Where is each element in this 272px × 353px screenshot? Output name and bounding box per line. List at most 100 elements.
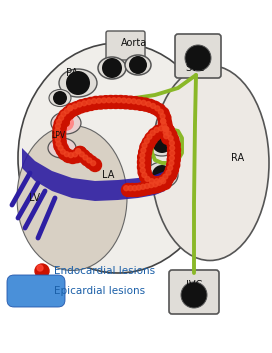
Circle shape xyxy=(162,125,175,138)
Ellipse shape xyxy=(59,69,97,97)
Circle shape xyxy=(165,163,178,176)
Circle shape xyxy=(159,176,172,190)
Circle shape xyxy=(157,180,162,185)
Circle shape xyxy=(148,128,161,141)
Circle shape xyxy=(156,124,169,137)
Circle shape xyxy=(106,98,111,103)
Circle shape xyxy=(164,127,169,132)
Circle shape xyxy=(169,156,174,161)
Circle shape xyxy=(152,125,165,138)
Circle shape xyxy=(55,128,60,133)
Circle shape xyxy=(73,146,86,160)
Circle shape xyxy=(53,130,66,143)
Circle shape xyxy=(136,100,141,104)
Circle shape xyxy=(80,98,92,112)
Circle shape xyxy=(144,138,149,143)
Circle shape xyxy=(126,98,131,103)
Circle shape xyxy=(58,145,63,150)
Circle shape xyxy=(122,184,134,197)
Circle shape xyxy=(138,151,151,164)
Circle shape xyxy=(152,165,172,185)
Circle shape xyxy=(66,103,79,116)
Circle shape xyxy=(146,102,151,107)
Circle shape xyxy=(147,180,160,193)
Circle shape xyxy=(160,124,173,137)
Circle shape xyxy=(166,170,171,175)
Text: IVC: IVC xyxy=(186,280,202,290)
Circle shape xyxy=(88,158,101,172)
Circle shape xyxy=(154,127,159,132)
Circle shape xyxy=(59,109,72,122)
Circle shape xyxy=(76,149,81,154)
Circle shape xyxy=(136,185,141,190)
Ellipse shape xyxy=(48,138,76,158)
Circle shape xyxy=(130,184,143,197)
Ellipse shape xyxy=(151,66,269,261)
Circle shape xyxy=(142,136,155,149)
Circle shape xyxy=(154,178,168,191)
Ellipse shape xyxy=(49,90,71,107)
Circle shape xyxy=(72,104,77,109)
Circle shape xyxy=(151,103,156,108)
Ellipse shape xyxy=(17,126,127,270)
Ellipse shape xyxy=(98,57,126,79)
Circle shape xyxy=(150,131,155,136)
Circle shape xyxy=(147,176,160,190)
Circle shape xyxy=(66,71,90,95)
Circle shape xyxy=(132,186,137,191)
Circle shape xyxy=(152,176,165,190)
Circle shape xyxy=(168,166,173,170)
Circle shape xyxy=(166,131,171,136)
Circle shape xyxy=(140,141,153,154)
Ellipse shape xyxy=(125,55,151,75)
Circle shape xyxy=(170,145,175,150)
Circle shape xyxy=(140,163,145,168)
Circle shape xyxy=(151,180,164,193)
Circle shape xyxy=(56,142,61,146)
Circle shape xyxy=(149,183,154,188)
Text: Endocardial lesions: Endocardial lesions xyxy=(54,266,155,276)
Circle shape xyxy=(97,98,101,103)
Circle shape xyxy=(66,103,79,116)
Circle shape xyxy=(62,106,75,119)
FancyBboxPatch shape xyxy=(169,270,219,314)
Circle shape xyxy=(87,158,92,163)
Circle shape xyxy=(168,148,181,161)
Circle shape xyxy=(159,116,172,130)
Circle shape xyxy=(141,148,146,153)
Circle shape xyxy=(58,147,71,160)
Circle shape xyxy=(167,158,180,172)
FancyBboxPatch shape xyxy=(106,31,145,60)
Circle shape xyxy=(58,115,74,131)
Circle shape xyxy=(70,150,83,163)
Circle shape xyxy=(168,136,173,140)
Circle shape xyxy=(84,97,97,110)
Circle shape xyxy=(161,128,174,141)
Circle shape xyxy=(68,106,73,110)
Circle shape xyxy=(53,126,66,139)
Circle shape xyxy=(164,127,169,132)
Circle shape xyxy=(140,153,145,158)
Circle shape xyxy=(56,113,69,126)
Circle shape xyxy=(140,170,153,183)
Circle shape xyxy=(66,150,79,163)
Circle shape xyxy=(129,56,147,74)
Circle shape xyxy=(55,141,69,155)
Circle shape xyxy=(129,97,142,109)
Circle shape xyxy=(112,98,116,103)
Circle shape xyxy=(159,120,172,133)
Circle shape xyxy=(64,152,69,157)
FancyBboxPatch shape xyxy=(175,34,221,78)
Circle shape xyxy=(159,126,164,131)
Text: LA: LA xyxy=(102,170,114,180)
Circle shape xyxy=(101,98,106,103)
Circle shape xyxy=(54,139,67,152)
Circle shape xyxy=(155,106,160,111)
Circle shape xyxy=(164,168,177,181)
Circle shape xyxy=(87,100,92,104)
Text: Aorta: Aorta xyxy=(121,38,147,48)
Circle shape xyxy=(62,149,75,162)
Circle shape xyxy=(161,119,166,124)
Circle shape xyxy=(145,132,158,145)
Circle shape xyxy=(79,152,84,157)
